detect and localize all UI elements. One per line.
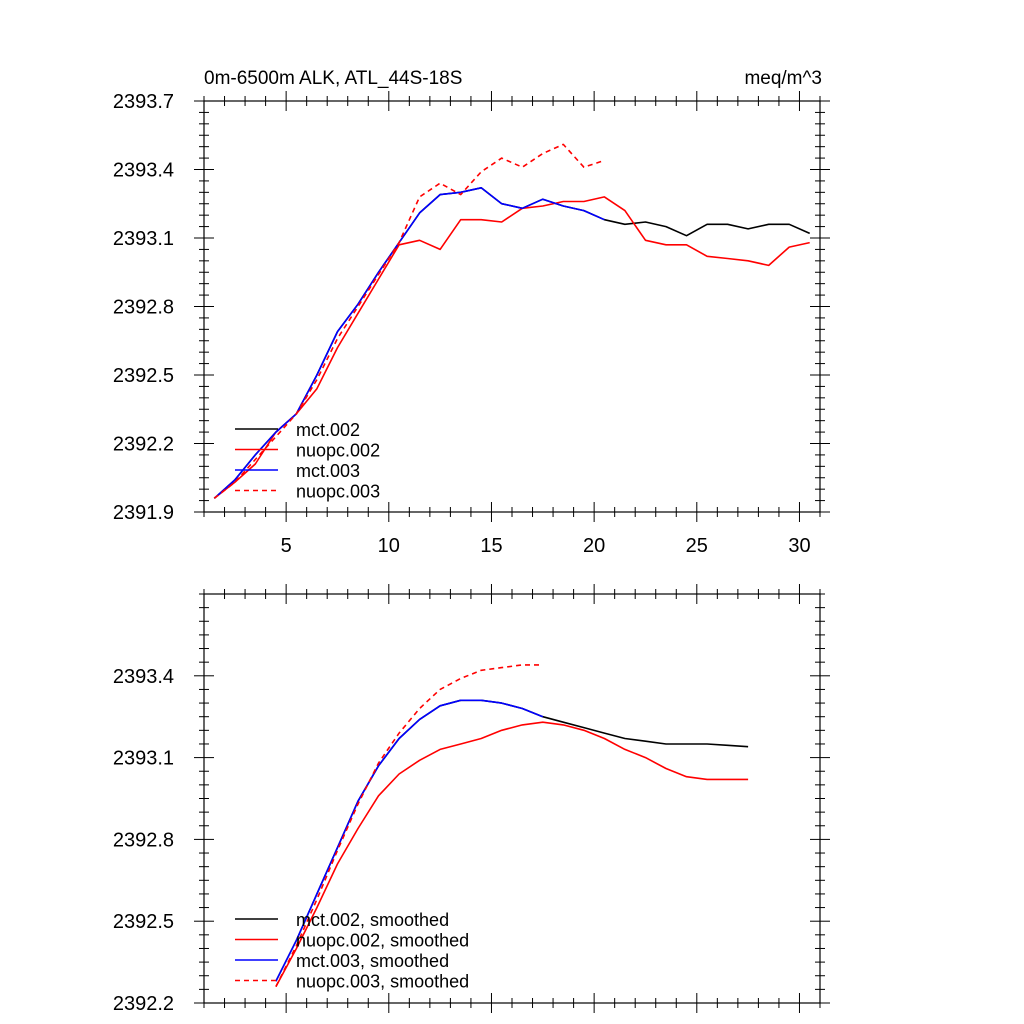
- y-tick-label: 2393.1: [113, 748, 174, 770]
- series-line: [213, 187, 605, 499]
- y-tick-label: 2393.4: [113, 160, 174, 182]
- x-tick-label: 15: [480, 535, 502, 557]
- x-tick-label: 20: [583, 535, 605, 557]
- series-line: [213, 196, 810, 499]
- y-tick-label: 2393.1: [113, 228, 174, 250]
- y-tick-label: 2392.8: [113, 297, 174, 319]
- y-tick-label: 2391.9: [113, 502, 174, 524]
- series-line: [213, 143, 605, 499]
- x-tick-label: 5: [281, 535, 292, 557]
- y-tick-label: 2392.2: [113, 434, 174, 456]
- x-tick-label: 25: [686, 535, 708, 557]
- y-tick-label: 2393.4: [113, 666, 174, 688]
- legend-label: nuopc.002: [296, 441, 380, 461]
- chart-title: 0m-6500m ALK, ATL_44S-18S: [204, 68, 462, 89]
- bottom-panel: 2392.2 2392.5 2392.8 2393.1 2393.4 mct.002, s…: [113, 584, 830, 1015]
- legend-label: mct.003, smoothed: [296, 951, 449, 971]
- top-panel: 5 10 15 20 25 30 2391.9 2392.2 2392.5 2392.8 2393.…: [113, 91, 830, 557]
- series-line: [275, 699, 544, 982]
- legend-label: nuopc.003, smoothed: [296, 972, 469, 992]
- chart-units-label: meq/m^3: [744, 68, 822, 89]
- legend-label: nuopc.003: [296, 482, 380, 502]
- y-tick-label: 2392.2: [113, 993, 174, 1015]
- legend-label: mct.003: [296, 461, 360, 481]
- legend-label: nuopc.002, smoothed: [296, 931, 469, 951]
- legend-label: mct.002, smoothed: [296, 910, 449, 930]
- legend-label: mct.002: [296, 420, 360, 440]
- y-tick-label: 2392.8: [113, 829, 174, 851]
- series-line: [275, 664, 543, 987]
- series-line: [275, 721, 749, 987]
- x-tick-label: 30: [788, 535, 810, 557]
- y-tick-label: 2392.5: [113, 365, 174, 387]
- y-tick-label: 2393.7: [113, 91, 174, 113]
- y-tick-label: 2392.5: [113, 911, 174, 933]
- x-tick-label: 10: [378, 535, 400, 557]
